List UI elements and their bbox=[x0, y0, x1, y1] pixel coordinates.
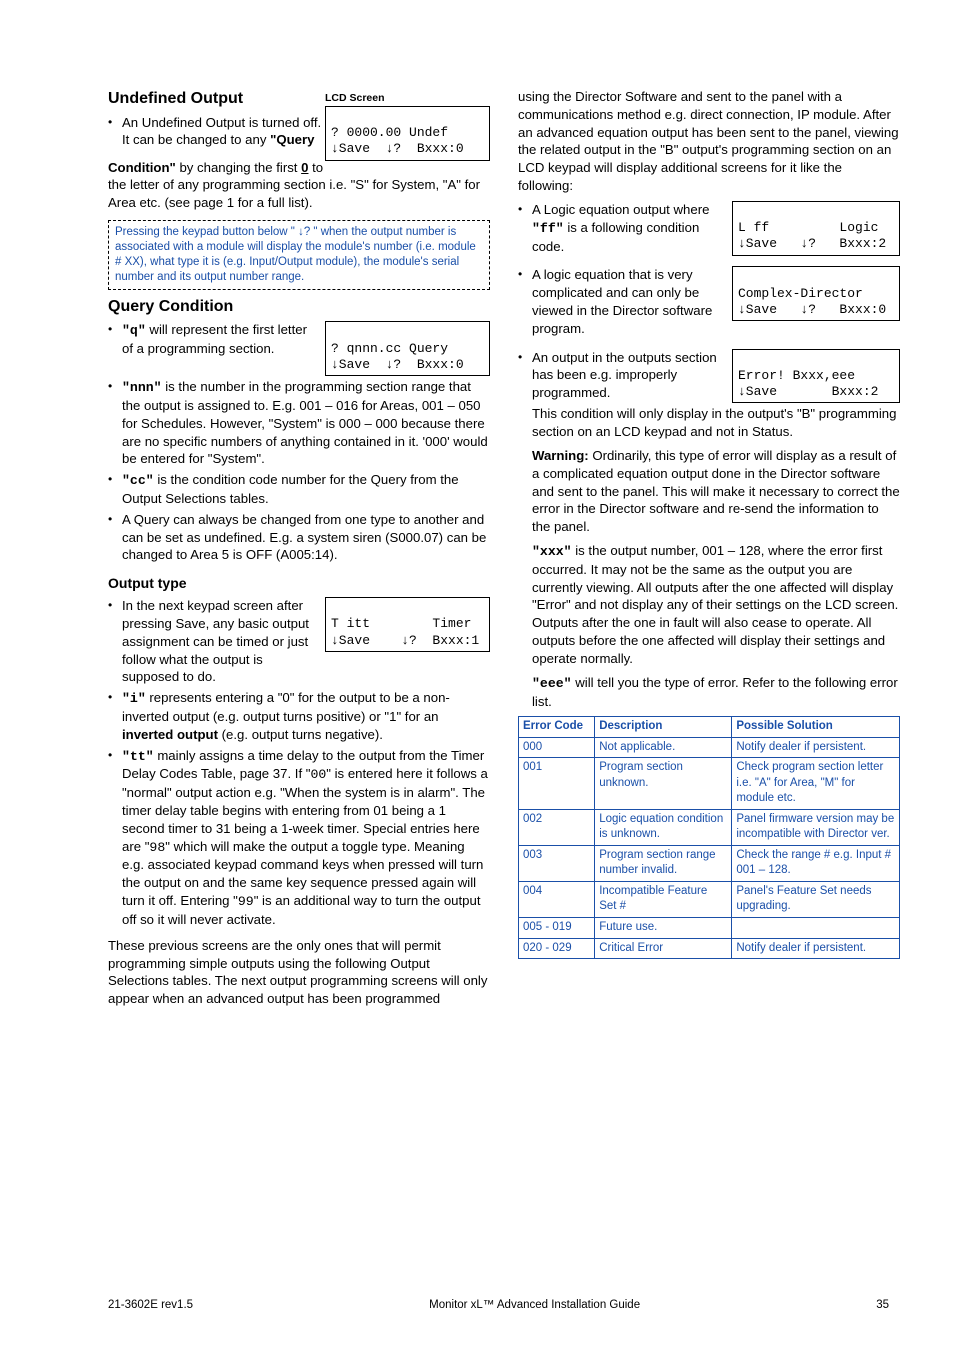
bullet-i: "i" represents entering a "0" for the ou… bbox=[108, 689, 490, 743]
bullet-complex: A logic equation that is very complicate… bbox=[518, 266, 900, 337]
para-condition-display: This condition will only display in the … bbox=[532, 405, 900, 441]
heading-output-type: Output type bbox=[108, 574, 490, 593]
th-solution: Possible Solution bbox=[732, 717, 900, 738]
bullet-nnn: "nnn" is the number in the programming s… bbox=[108, 378, 490, 468]
table-row: 002Logic equation condition is unknown.P… bbox=[519, 809, 900, 845]
note-dashed: Pressing the keypad button below " ↓? " … bbox=[108, 220, 490, 290]
footer-left: 21-3602E rev1.5 bbox=[108, 1298, 193, 1314]
error-table: Error Code Description Possible Solution… bbox=[518, 716, 900, 959]
bullet-next-keypad: In the next keypad screen after pressing… bbox=[108, 597, 490, 686]
para-warning: Warning: Ordinarily, this type of error … bbox=[532, 447, 900, 536]
footer-right: 35 bbox=[876, 1298, 889, 1314]
para-eee: "eee" will tell you the type of error. R… bbox=[532, 674, 900, 711]
para-xxx: "xxx" is the output number, 001 – 128, w… bbox=[532, 542, 900, 668]
bullet-logic-output: A Logic equation output where "ff" is a … bbox=[518, 201, 900, 255]
bullet-query-change: A Query can always be changed from one t… bbox=[108, 511, 490, 564]
table-row: 005 - 019Future use. bbox=[519, 917, 900, 938]
bullet-q: "q" will represent the first letter of a… bbox=[108, 321, 490, 358]
footer-center: Monitor xL™ Advanced Installation Guide bbox=[429, 1298, 640, 1314]
table-row: 020 - 029Critical ErrorNotify dealer if … bbox=[519, 938, 900, 959]
bullet-tt: "tt" mainly assigns a time delay to the … bbox=[108, 747, 490, 929]
bullet-undefined: An Undefined Output is turned off. It ca… bbox=[108, 114, 490, 150]
bullet-cc: "cc" is the condition code number for th… bbox=[108, 471, 490, 508]
th-error-code: Error Code bbox=[519, 717, 595, 738]
para-director-intro: using the Director Software and sent to … bbox=[518, 88, 900, 195]
table-row: 000Not applicable.Notify dealer if persi… bbox=[519, 737, 900, 758]
lcd-screen-label: LCD Screen bbox=[325, 92, 385, 104]
para-condition: Condition" by changing the first 0 to th… bbox=[108, 159, 490, 212]
table-row: 001Program section unknown.Check program… bbox=[519, 758, 900, 810]
table-row: 003Program section range number invalid.… bbox=[519, 845, 900, 881]
bullet-error-output: An output in the outputs section has bee… bbox=[518, 349, 900, 402]
th-description: Description bbox=[595, 717, 732, 738]
table-row: 004Incompatible Feature Set #Panel's Fea… bbox=[519, 881, 900, 917]
heading-query-condition: Query Condition bbox=[108, 296, 490, 318]
para-previous-screens: These previous screens are the only ones… bbox=[108, 937, 490, 1008]
